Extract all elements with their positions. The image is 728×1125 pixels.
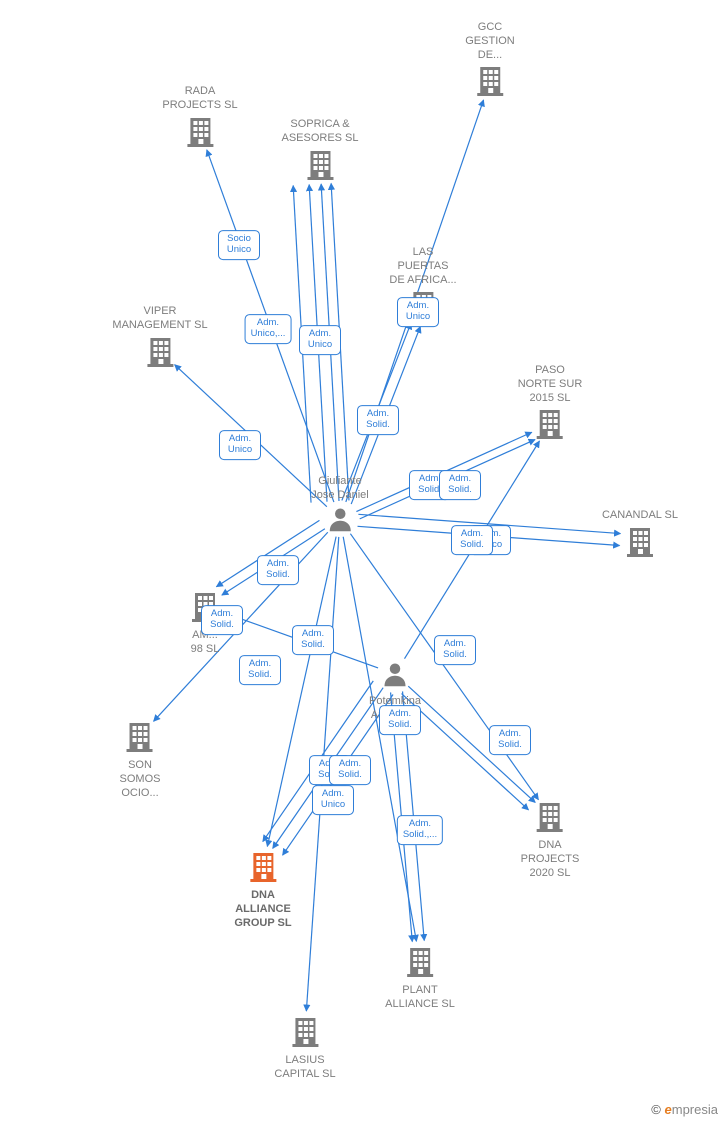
node-sonsomos[interactable]: SON SOMOS OCIO... <box>120 720 161 800</box>
node-dnaprojects[interactable]: DNA PROJECTS 2020 SL <box>521 800 580 880</box>
building-icon <box>404 945 436 977</box>
node-paso[interactable]: PASO NORTE SUR 2015 SL <box>518 364 583 444</box>
node-label: Giuliante Jose Daniel <box>311 475 368 503</box>
edge-label: Adm. Solid. <box>201 605 243 635</box>
copyright-symbol: © <box>651 1102 661 1117</box>
edge-label: Adm. Unico <box>312 785 354 815</box>
node-canandal[interactable]: CANANDAL SL <box>602 509 678 562</box>
node-label: DNA ALLIANCE GROUP SL <box>234 889 291 930</box>
edge-label: Adm. Solid. <box>239 655 281 685</box>
node-label: GCC GESTION DE... <box>465 21 515 62</box>
node-gcc[interactable]: GCC GESTION DE... <box>465 21 515 101</box>
edge-label: Adm. Unico <box>397 297 439 327</box>
node-label: CANANDAL SL <box>602 509 678 523</box>
node-label: PASO NORTE SUR 2015 SL <box>518 364 583 405</box>
edge-label: Socio Unico <box>218 230 260 260</box>
edge-label: Adm. Solid. <box>379 705 421 735</box>
node-label: RADA PROJECTS SL <box>162 85 237 113</box>
edge-label: Adm. Solid.,... <box>397 815 443 845</box>
edge-label: Adm. Unico <box>299 325 341 355</box>
node-soprica[interactable]: SOPRICA & ASESORES SL <box>281 118 358 185</box>
building-icon <box>534 800 566 832</box>
brand-first-letter: e <box>665 1102 672 1117</box>
copyright: © empresia <box>651 1102 718 1117</box>
building-icon <box>304 148 336 180</box>
edge-label: Adm. Solid. <box>257 555 299 585</box>
edge-label: Adm. Solid. <box>357 405 399 435</box>
node-label: LASIUS CAPITAL SL <box>274 1054 335 1082</box>
edge-label: Adm. Unico <box>219 430 261 460</box>
edge-label: Adm. Solid. <box>434 635 476 665</box>
node-dnagroup[interactable]: DNA ALLIANCE GROUP SL <box>234 850 291 930</box>
building-icon <box>124 720 156 752</box>
building-icon <box>247 850 279 882</box>
building-icon <box>624 525 656 557</box>
node-lasius[interactable]: LASIUS CAPITAL SL <box>274 1015 335 1082</box>
building-icon <box>474 64 506 96</box>
node-giuliante[interactable]: Giuliante Jose Daniel <box>311 475 368 538</box>
edge-label: Adm. Solid. <box>292 625 334 655</box>
edge-label: Adm. Solid. <box>329 755 371 785</box>
brand-rest: mpresia <box>672 1102 718 1117</box>
node-label: VIPER MANAGEMENT SL <box>112 305 207 333</box>
node-label: PLANT ALLIANCE SL <box>385 984 455 1012</box>
node-rada[interactable]: RADA PROJECTS SL <box>162 85 237 152</box>
node-label: SON SOMOS OCIO... <box>120 759 161 800</box>
edge-giuliante-plant <box>343 537 416 942</box>
building-icon <box>534 407 566 439</box>
edge-label: Adm. Solid. <box>451 525 493 555</box>
node-viper[interactable]: VIPER MANAGEMENT SL <box>112 305 207 372</box>
node-plant[interactable]: PLANT ALLIANCE SL <box>385 945 455 1012</box>
building-icon <box>289 1015 321 1047</box>
person-icon <box>381 660 409 688</box>
node-label: SOPRICA & ASESORES SL <box>281 118 358 146</box>
edge-label: Adm. Solid. <box>439 470 481 500</box>
node-label: LAS PUERTAS DE AFRICA... <box>389 246 456 287</box>
node-label: DNA PROJECTS 2020 SL <box>521 839 580 880</box>
edges-layer <box>0 0 728 1125</box>
edge-label: Adm. Unico,... <box>245 314 292 344</box>
edge-label: Adm. Solid. <box>489 725 531 755</box>
person-icon <box>326 505 354 533</box>
building-icon <box>184 115 216 147</box>
building-icon <box>144 335 176 367</box>
